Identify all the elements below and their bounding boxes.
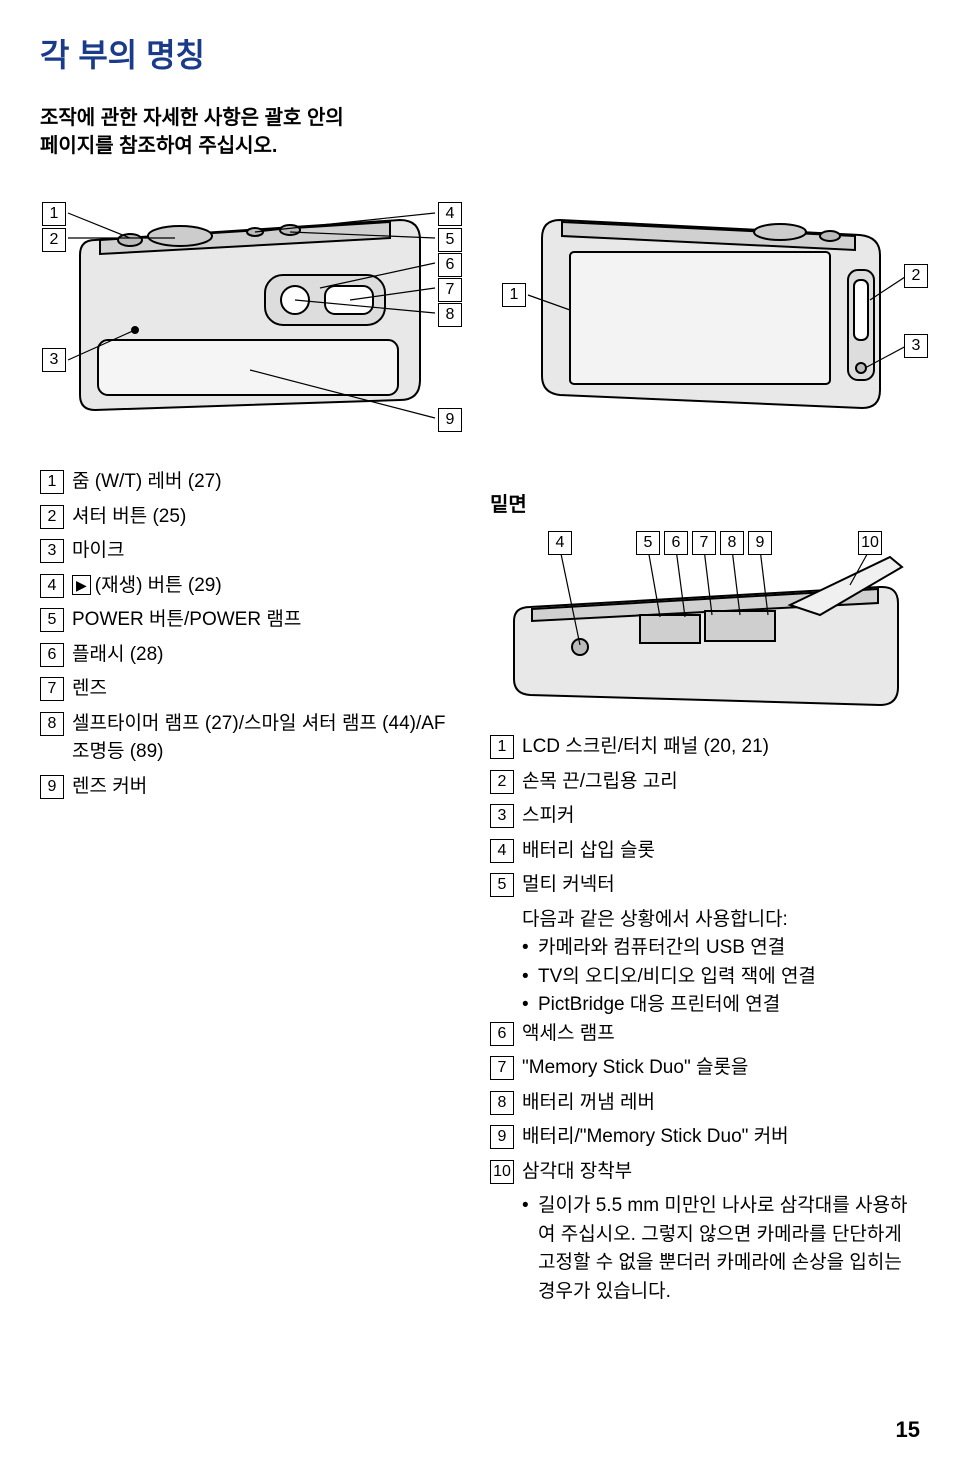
rnum-9: 9: [490, 1125, 514, 1149]
item-9: 렌즈 커버: [72, 773, 450, 802]
ritem-3: 스피커: [522, 802, 920, 831]
front-diagram: 1 2 3 4 5 6 7 8 9: [40, 180, 470, 440]
ritem-10: 삼각대 장착부: [522, 1158, 920, 1187]
rnum-1: 1: [490, 735, 514, 759]
ritem-6: 액세스 램프: [522, 1020, 920, 1049]
rnum-2: 2: [490, 770, 514, 794]
item-6: 플래시 (28): [72, 641, 450, 670]
callout-bottom-4: 4: [548, 531, 572, 555]
ritem-10-bullets: 길이가 5.5 mm 미만인 나사로 삼각대를 사용하여 주십시오. 그렇지 않…: [522, 1192, 920, 1306]
rnum-3: 3: [490, 804, 514, 828]
callout-front-8: 8: [438, 303, 462, 327]
rnum-4: 4: [490, 839, 514, 863]
ritem-9: 배터리/"Memory Stick Duo" 커버: [522, 1123, 920, 1152]
num-2: 2: [40, 505, 64, 529]
callout-front-7: 7: [438, 278, 462, 302]
intro-line1: 조작에 관한 자세한 사항은 괄호 안의: [40, 107, 344, 129]
ritem-10-b1: 길이가 5.5 mm 미만인 나사로 삼각대를 사용하여 주십시오. 그렇지 않…: [522, 1192, 920, 1306]
rnum-10: 10: [490, 1160, 514, 1184]
item-4: ▶(재생) 버튼 (29): [72, 572, 450, 601]
num-1: 1: [40, 470, 64, 494]
ritem-2: 손목 끈/그립용 고리: [522, 768, 920, 797]
item-7: 렌즈: [72, 675, 450, 704]
front-parts-list: 1 줌 (W/T) 레버 (27) 2 셔터 버튼 (25) 3 마이크 4 ▶(재생)…: [40, 468, 450, 1306]
callout-front-5: 5: [438, 228, 462, 252]
ritem-7: "Memory Stick Duo" 슬롯을: [522, 1054, 920, 1083]
callout-front-6: 6: [438, 253, 462, 277]
callout-front-1: 1: [42, 202, 66, 226]
callout-front-2: 2: [42, 228, 66, 252]
intro-line2: 페이지를 참조하여 주십시오.: [40, 135, 277, 157]
callout-front-9: 9: [438, 408, 462, 432]
callout-front-3: 3: [42, 348, 66, 372]
num-6: 6: [40, 643, 64, 667]
callout-bottom-6: 6: [664, 531, 688, 555]
callout-bottom-9: 9: [748, 531, 772, 555]
rnum-7: 7: [490, 1056, 514, 1080]
item-5: POWER 버튼/POWER 램프: [72, 606, 450, 635]
item-3: 마이크: [72, 537, 450, 566]
rear-bottom-parts-list: 1 LCD 스크린/터치 패널 (20, 21) 2 손목 끈/그립용 고리 3 스피…: [490, 733, 920, 1306]
rear-diagram: 1 2 3: [500, 180, 930, 440]
ritem-5-bullets: 카메라와 컴퓨터간의 USB 연결 TV의 오디오/비디오 입력 잭에 연결 P…: [522, 934, 920, 1020]
callout-front-4: 4: [438, 202, 462, 226]
num-4: 4: [40, 574, 64, 598]
ritem-5-b3: PictBridge 대응 프린터에 연결: [522, 991, 920, 1020]
play-icon: ▶: [72, 575, 91, 595]
num-8: 8: [40, 712, 64, 736]
bottom-diagram: 4 5 6 7 8 9 10: [490, 527, 920, 717]
ritem-8: 배터리 꺼냄 레버: [522, 1089, 920, 1118]
item-1: 줌 (W/T) 레버 (27): [72, 468, 450, 497]
intro-text: 조작에 관한 자세한 사항은 괄호 안의 페이지를 참조하여 주십시오.: [40, 104, 920, 160]
page-number: 15: [896, 1417, 920, 1443]
num-5: 5: [40, 608, 64, 632]
ritem-5-sub: 다음과 같은 상황에서 사용합니다:: [522, 906, 920, 935]
rnum-8: 8: [490, 1091, 514, 1115]
num-9: 9: [40, 775, 64, 799]
num-7: 7: [40, 677, 64, 701]
callout-rear-3: 3: [904, 334, 928, 358]
callout-rear-2: 2: [904, 264, 928, 288]
num-3: 3: [40, 539, 64, 563]
ritem-5-b2: TV의 오디오/비디오 입력 잭에 연결: [522, 963, 920, 992]
bottom-section-label: 밑면: [490, 488, 920, 517]
callout-rear-1: 1: [502, 283, 526, 307]
ritem-5: 멀티 커넥터: [522, 871, 920, 900]
ritem-1: LCD 스크린/터치 패널 (20, 21): [522, 733, 920, 762]
callout-bottom-8: 8: [720, 531, 744, 555]
callout-bottom-7: 7: [692, 531, 716, 555]
item-8: 셀프타이머 램프 (27)/스마일 셔터 램프 (44)/AF 조명등 (89): [72, 710, 450, 767]
rnum-5: 5: [490, 873, 514, 897]
page-title: 각 부의 명칭: [40, 30, 920, 76]
item-2: 셔터 버튼 (25): [72, 503, 450, 532]
callout-bottom-10: 10: [858, 531, 882, 555]
rnum-6: 6: [490, 1022, 514, 1046]
callout-bottom-5: 5: [636, 531, 660, 555]
ritem-5-b1: 카메라와 컴퓨터간의 USB 연결: [522, 934, 920, 963]
ritem-4: 배터리 삽입 슬롯: [522, 837, 920, 866]
